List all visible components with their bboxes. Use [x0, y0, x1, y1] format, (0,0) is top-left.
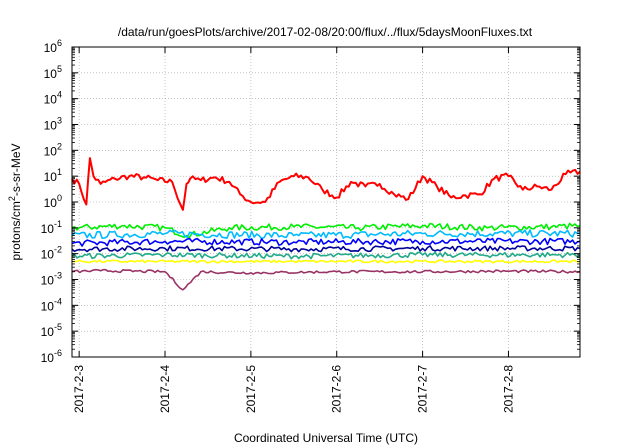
- y-tick-label-base: 10: [41, 351, 55, 365]
- y-axis-label-superscript: 2: [7, 196, 17, 201]
- y-tick-label: 105: [44, 64, 62, 81]
- y-tick-label-exponent: 2: [57, 141, 62, 151]
- y-tick-label: 10-4: [41, 296, 62, 313]
- y-axis-label-main: protons/cm: [9, 201, 23, 260]
- y-tick-label-exponent: -4: [54, 296, 62, 306]
- x-tick-label: 2017-2-3: [72, 365, 86, 413]
- y-tick-label: 101: [44, 167, 62, 184]
- x-tick-labels: 2017-2-3 2017-2-4 2017-2-5 2017-2-6 2017-2-7…: [72, 365, 515, 413]
- y-tick-label-exponent: 4: [57, 90, 62, 100]
- y-tick-label-exponent: 0: [57, 193, 62, 203]
- series-line: [71, 237, 581, 247]
- x-tick-label: 2017-2-4: [158, 365, 172, 413]
- y-tick-label: 103: [44, 116, 62, 133]
- y-tick-label-exponent: -2: [54, 245, 62, 255]
- x-tick-label: 2017-2-7: [416, 365, 430, 413]
- series-line: [71, 245, 581, 253]
- x-axis-label: Coordinated Universal Time (UTC): [234, 431, 418, 445]
- x-tick-label: 2017-2-8: [501, 365, 515, 413]
- y-axis-label: protons/cm2-s-sr-MeV: [7, 143, 23, 260]
- y-tick-label: 10-6: [41, 348, 62, 365]
- y-tick-label-exponent: -1: [54, 219, 62, 229]
- x-tick-label: 2017-2-5: [244, 365, 258, 413]
- y-axis-label-units: -s-sr-MeV: [9, 143, 23, 196]
- y-tick-label: 10-2: [41, 245, 62, 262]
- y-tick-label-exponent: -3: [54, 271, 62, 281]
- y-tick-label: 104: [44, 90, 62, 107]
- y-tick-label-exponent: 6: [57, 38, 62, 48]
- y-tick-label-base: 10: [44, 119, 58, 133]
- y-tick-label-base: 10: [41, 248, 55, 262]
- y-tick-label-base: 10: [41, 274, 55, 288]
- y-tick-label-exponent: -6: [54, 348, 62, 358]
- series-line: [71, 157, 581, 211]
- y-tick-label-base: 10: [44, 170, 58, 184]
- axis-ticks: [72, 46, 580, 358]
- series-line: [71, 222, 581, 239]
- y-tick-label-exponent: 1: [57, 167, 62, 177]
- y-tick-label: 10-5: [41, 322, 62, 339]
- y-tick-label-exponent: 3: [57, 116, 62, 126]
- y-tick-label-base: 10: [44, 196, 58, 210]
- series-line: [71, 268, 581, 291]
- y-tick-label-base: 10: [41, 299, 55, 313]
- series-line: [71, 229, 581, 240]
- y-tick-label-exponent: 5: [57, 64, 62, 74]
- y-tick-label-base: 10: [44, 93, 58, 107]
- series-line: [71, 259, 581, 264]
- series-layer: [71, 157, 581, 291]
- chart-title: /data/run/goesPlots/archive/2017-02-08/2…: [118, 25, 533, 39]
- y-tick-label-base: 10: [44, 41, 58, 55]
- y-tick-label: 10-3: [41, 271, 62, 288]
- y-tick-label-base: 10: [41, 222, 55, 236]
- y-tick-label: 106: [44, 38, 62, 55]
- y-tick-labels: 10-610-510-410-310-210-11001011021031041…: [41, 38, 62, 365]
- x-tick-label: 2017-2-6: [330, 365, 344, 413]
- y-tick-label-base: 10: [44, 144, 58, 158]
- y-tick-label-base: 10: [41, 325, 55, 339]
- y-tick-label-base: 10: [44, 67, 58, 81]
- y-tick-label-exponent: -5: [54, 322, 62, 332]
- series-line: [71, 251, 581, 260]
- y-tick-label: 100: [44, 193, 62, 210]
- y-tick-label: 10-1: [41, 219, 62, 236]
- y-tick-label: 102: [44, 141, 62, 158]
